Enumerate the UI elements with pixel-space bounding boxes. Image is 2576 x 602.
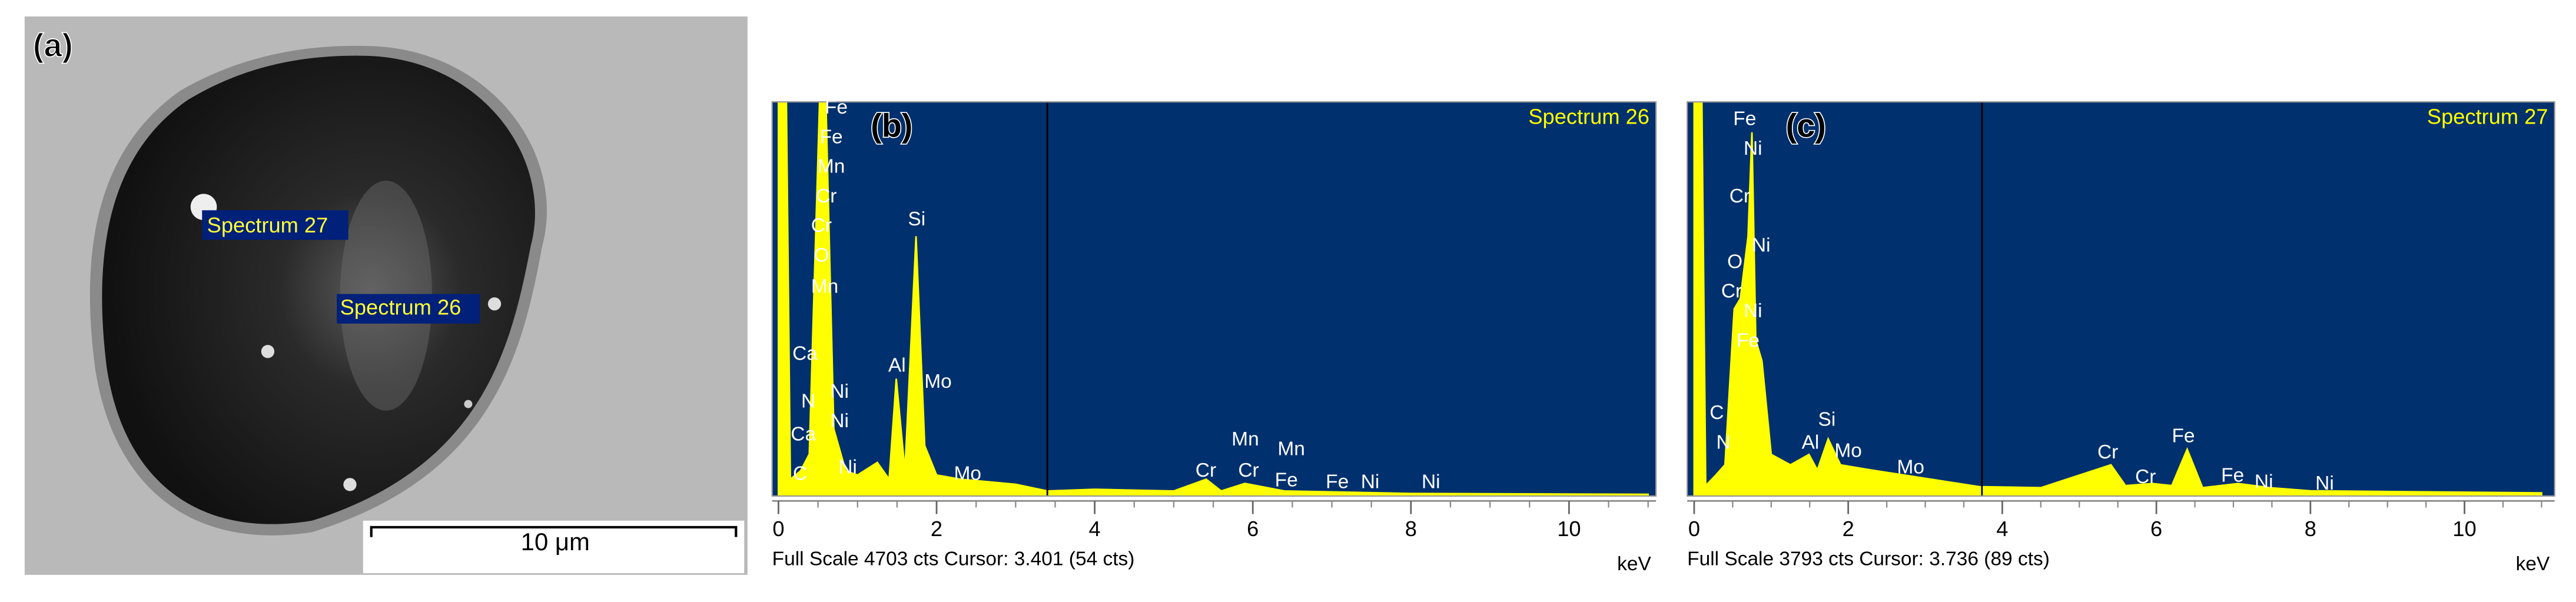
peak-label: Fe bbox=[1733, 108, 1756, 130]
peak-label: Ni bbox=[838, 456, 857, 478]
peak-label: O bbox=[1727, 251, 1742, 272]
peak-label: Cr bbox=[811, 215, 832, 237]
particle bbox=[102, 55, 535, 524]
x-tick-label: 8 bbox=[1405, 517, 1417, 541]
peak-label: Ni bbox=[1422, 471, 1440, 493]
sem-image: Spectrum 27 Spectrum 26 10 μm (a) bbox=[24, 16, 748, 575]
peak-label: Ni bbox=[830, 410, 849, 432]
peak-label: Fe bbox=[1326, 471, 1349, 493]
spectrum-panel: 0 2 4 6 8 10 keV Full Scale 4703 cts Cursor: 3.… bbox=[771, 97, 1657, 575]
x-axis-label: keV bbox=[1617, 553, 1651, 575]
spectrum-panel: 0 2 4 6 8 10 keV Full Scale 3793 cts Cursor: 3.… bbox=[1687, 101, 2555, 575]
peak-label: Mo bbox=[1834, 440, 1862, 461]
marker-box bbox=[202, 210, 348, 240]
peak-label: Ni bbox=[1744, 300, 1762, 322]
peak-label: Si bbox=[908, 208, 925, 230]
x-tick-label: 0 bbox=[772, 517, 784, 541]
spot bbox=[343, 478, 357, 491]
peak-label: C bbox=[793, 463, 807, 484]
spectrum-title: Spectrum 27 bbox=[2427, 105, 2548, 129]
x-tick-label: 8 bbox=[2305, 517, 2316, 541]
peak-label: Ni bbox=[2255, 471, 2273, 493]
x-tick-label: 4 bbox=[1089, 517, 1101, 541]
peak-label: Fe bbox=[820, 126, 843, 148]
peak-label: Ni bbox=[1361, 471, 1380, 493]
x-axis-label: keV bbox=[2516, 553, 2550, 575]
spot bbox=[464, 400, 473, 408]
spot bbox=[261, 345, 275, 358]
peak-label: Mn bbox=[811, 275, 839, 297]
peak-label: Fe bbox=[825, 97, 848, 118]
x-tick-label: 10 bbox=[2452, 517, 2476, 541]
plot-frame bbox=[771, 101, 1657, 497]
panel-label: (c) bbox=[1786, 107, 1826, 144]
panel-label: (a) bbox=[33, 26, 73, 64]
peak-label: Si bbox=[1818, 408, 1836, 430]
x-tick-label: 10 bbox=[1557, 517, 1581, 541]
footer: Full Scale 3793 cts Cursor: 3.736 (89 ct… bbox=[1687, 548, 2050, 570]
scale-bar bbox=[370, 525, 738, 537]
plot-background bbox=[772, 102, 1657, 496]
spectrum-area bbox=[778, 102, 1649, 496]
x-tick-label: 0 bbox=[1688, 517, 1700, 541]
peak-label: Mn bbox=[818, 156, 845, 178]
peak-label: Cr bbox=[1721, 281, 1742, 302]
peak-label: Fe bbox=[2221, 464, 2244, 486]
x-tick-label: 4 bbox=[1996, 517, 2008, 541]
peak-label: N bbox=[801, 391, 815, 413]
peak-label: Ni bbox=[2315, 473, 2334, 494]
x-tick-label: 6 bbox=[1247, 517, 1259, 541]
peak-label: Cr bbox=[2097, 441, 2118, 463]
peak-label: Mn bbox=[1231, 428, 1259, 450]
peak-label: Mo bbox=[1897, 456, 1924, 478]
marker-label: Spectrum 27 bbox=[207, 213, 328, 237]
peak-label: Ni bbox=[830, 381, 849, 403]
peak-label: Cr bbox=[1238, 460, 1259, 481]
peak-label: Fe bbox=[1737, 330, 1760, 351]
peak-label: Mn bbox=[1277, 438, 1305, 460]
peak-label: Al bbox=[1802, 431, 1820, 453]
peak-label: Fe bbox=[1275, 470, 1298, 491]
peak-label: Mo bbox=[954, 463, 982, 484]
marker-box bbox=[337, 294, 480, 324]
peak-label: O bbox=[814, 244, 829, 266]
peak-label: Ca bbox=[792, 343, 818, 365]
peak-label: Mo bbox=[924, 371, 952, 393]
x-tick-label: 2 bbox=[931, 517, 942, 541]
peak-label: Cr bbox=[1196, 460, 1216, 481]
peak-label: C bbox=[1709, 402, 1724, 424]
x-tick-label: 6 bbox=[2150, 517, 2162, 541]
plot-frame bbox=[1687, 101, 2555, 497]
scale-box bbox=[363, 520, 745, 574]
peak-label: Ca bbox=[791, 423, 816, 445]
spectrum-area bbox=[1693, 102, 2542, 496]
footer: Full Scale 4703 cts Cursor: 3.401 (54 ct… bbox=[772, 548, 1135, 570]
peak-label: Fe bbox=[2172, 425, 2195, 447]
peak-label: Ni bbox=[1744, 138, 1762, 159]
marker-label: Spectrum 26 bbox=[340, 295, 462, 319]
peak-label: Ni bbox=[1752, 235, 1771, 257]
scale-label: 10 μm bbox=[521, 528, 590, 556]
x-tick-label: 2 bbox=[1843, 517, 1854, 541]
peak-label: N bbox=[1716, 431, 1730, 453]
peak-label: Cr bbox=[2135, 466, 2156, 488]
spot bbox=[487, 297, 502, 311]
spectrum-title: Spectrum 26 bbox=[1528, 105, 1649, 129]
peak-label: Cr bbox=[816, 185, 836, 207]
plot-background bbox=[1687, 102, 2555, 496]
panel-label: (b) bbox=[871, 107, 912, 144]
peak-label: Cr bbox=[1729, 185, 1750, 207]
peak-label: Al bbox=[888, 354, 906, 376]
